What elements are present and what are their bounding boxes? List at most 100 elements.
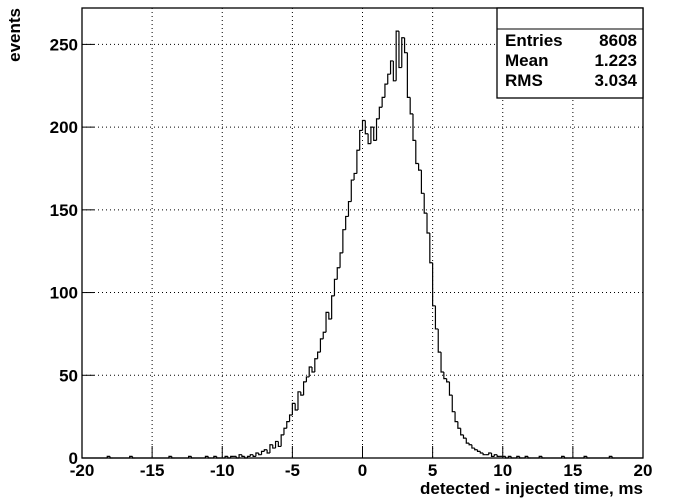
- histogram-bin: [465, 438, 470, 444]
- stats-label: Entries: [505, 31, 563, 50]
- histogram-bin: [448, 381, 453, 396]
- histogram-bin: [367, 133, 371, 145]
- y-tick-label: 200: [50, 118, 78, 137]
- histogram-bin: [412, 113, 416, 141]
- plot-frame: [81, 7, 644, 459]
- histogram-bin: [266, 449, 270, 454]
- histogram-bin: [350, 179, 355, 202]
- stats-value: 3.034: [594, 71, 637, 90]
- histogram-bin: [269, 444, 273, 454]
- histogram-bin: [347, 200, 352, 217]
- stats-value: 8608: [599, 31, 637, 50]
- histogram-bin: [457, 421, 461, 429]
- histogram-bin: [274, 440, 279, 449]
- histogram-bin: [297, 391, 301, 411]
- y-tick-label: 100: [50, 284, 78, 303]
- histogram-bin: [426, 213, 430, 234]
- histogram-bin: [263, 449, 268, 452]
- histogram-bin: [305, 376, 310, 382]
- histogram-bin: [462, 434, 467, 439]
- histogram-bin: [474, 448, 478, 451]
- histogram-bin: [342, 229, 346, 253]
- stats-label: RMS: [505, 71, 543, 90]
- histogram-bin: [283, 427, 287, 435]
- histogram-bin: [314, 358, 318, 372]
- histogram-bin: [401, 37, 405, 68]
- histogram-bin: [302, 381, 307, 396]
- histogram-bin: [280, 434, 284, 447]
- histogram-bin: [364, 120, 369, 135]
- histogram-bin: [454, 411, 458, 423]
- histogram-bin: [476, 449, 481, 452]
- histogram-bin: [381, 96, 385, 108]
- histogram-bin: [471, 444, 475, 449]
- histogram-bin: [339, 252, 343, 268]
- histogram-bin: [451, 395, 456, 413]
- histogram-bin: [370, 126, 374, 144]
- histogram-bin: [384, 83, 388, 98]
- histogram-bin: [252, 454, 256, 457]
- histogram-bin: [288, 414, 293, 422]
- histogram-bin: [387, 73, 391, 85]
- histogram-bin: [255, 452, 259, 457]
- stats-box: [496, 7, 644, 99]
- histogram-bin: [311, 367, 315, 373]
- histogram-bin: [409, 97, 413, 115]
- histogram-bin: [356, 149, 360, 174]
- x-tick-label: -5: [285, 461, 300, 480]
- x-tick-label: -20: [70, 461, 95, 480]
- histogram-bin: [398, 31, 402, 69]
- histogram-bin: [423, 193, 428, 214]
- y-axis-title: events: [5, 8, 24, 62]
- histogram-bin: [432, 262, 436, 307]
- histogram-bin: [418, 163, 422, 171]
- histogram-bin: [336, 267, 341, 280]
- histogram-bin: [291, 402, 296, 415]
- histogram-bin: [482, 453, 486, 456]
- histogram-bin: [460, 428, 464, 436]
- histogram-bin: [378, 106, 383, 119]
- y-tick-label: 50: [59, 366, 78, 385]
- histogram-bin: [434, 305, 439, 330]
- histogram-bin: [406, 52, 411, 98]
- y-tick-label: 150: [50, 201, 78, 220]
- stats-label: Mean: [505, 51, 548, 70]
- histogram-bin: [353, 172, 357, 181]
- histogram-bin: [249, 454, 254, 457]
- histogram-bin: [260, 450, 265, 455]
- histogram-bin: [496, 454, 500, 457]
- histogram-bin: [440, 352, 444, 373]
- histogram-bin: [361, 119, 366, 131]
- histogram-bin: [241, 454, 245, 457]
- histogram-bin: [272, 444, 276, 449]
- x-tick-label: 5: [428, 461, 437, 480]
- stats-value: 1.223: [594, 51, 637, 70]
- histogram-bin: [443, 371, 447, 380]
- histogram-bin: [446, 378, 450, 383]
- histogram-bin: [238, 454, 242, 458]
- x-tick-label: 10: [493, 461, 512, 480]
- x-axis-title: detected - injected time, ms: [420, 479, 643, 498]
- histogram-bin: [437, 328, 442, 353]
- y-tick-label: 0: [69, 449, 78, 468]
- histogram-bin: [325, 311, 329, 333]
- x-tick-label: -15: [140, 461, 165, 480]
- y-tick-label: 250: [50, 35, 78, 54]
- histogram-bin: [258, 453, 262, 456]
- histogram-bin: [468, 443, 472, 446]
- x-tick-label: 0: [358, 461, 367, 480]
- histogram-bin: [294, 403, 298, 411]
- histogram-bin: [490, 453, 495, 457]
- histogram-bin: [415, 140, 419, 165]
- histogram-bin: [345, 215, 349, 230]
- histogram-bin: [322, 331, 327, 339]
- histogram-bin: [375, 118, 380, 141]
- histogram-bin: [493, 454, 498, 457]
- x-tick-label: 20: [634, 461, 653, 480]
- histogram-bin: [319, 338, 324, 353]
- histogram-bin: [429, 233, 433, 264]
- histogram-bin: [300, 391, 304, 396]
- histogram-bin: [420, 170, 425, 194]
- x-tick-label: 15: [563, 461, 582, 480]
